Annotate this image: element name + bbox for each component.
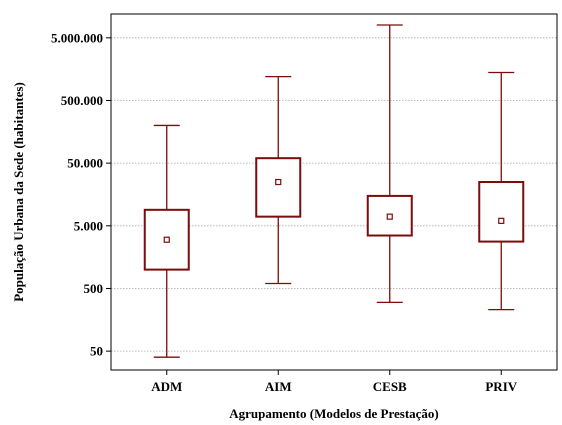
box-group	[143, 124, 190, 358]
x-tick-label: AIM	[265, 379, 292, 394]
x-tick-label: CESB	[373, 379, 407, 394]
y-tick-label: 5.000	[74, 218, 103, 233]
y-tick-label: 50.000	[67, 156, 103, 171]
iqr-box	[255, 157, 302, 218]
box-group	[255, 76, 302, 285]
y-tick-label: 500.000	[61, 93, 103, 108]
plot-frame	[110, 13, 558, 371]
iqr-box	[478, 181, 525, 243]
y-tick-label: 50	[90, 344, 103, 359]
y-axis-title: População Urbana da Sede (habitantes)	[11, 82, 26, 302]
x-axis-title: Agrupamento (Modelos de Prestação)	[229, 406, 439, 421]
boxes	[143, 24, 525, 358]
grid-lines	[111, 37, 557, 352]
median-marker	[498, 217, 505, 224]
x-axis-ticks: ADM AIM CESB PRIV	[151, 370, 518, 394]
y-tick-label: 500	[84, 281, 104, 296]
median-marker	[275, 178, 282, 186]
box-group	[366, 24, 413, 304]
y-axis-ticks: 50 500 5.000 50.000 500.000 5.000.000	[51, 30, 111, 359]
box-group	[478, 71, 525, 311]
y-tick-label: 5.000.000	[51, 30, 103, 45]
median-marker	[163, 236, 170, 243]
x-tick-label: PRIV	[485, 379, 517, 394]
x-tick-label: ADM	[151, 379, 182, 394]
median-marker	[386, 213, 393, 220]
